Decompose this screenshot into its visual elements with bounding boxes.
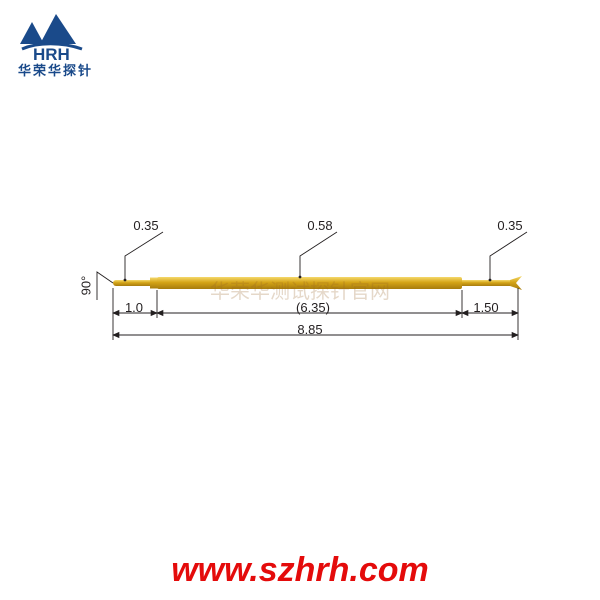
top-leaders: [125, 232, 527, 280]
dim-value: 1.50: [466, 300, 506, 315]
dim-value: 0.35: [490, 218, 530, 233]
dim-value: 1.0: [114, 300, 154, 315]
dim-value: 0.35: [126, 218, 166, 233]
dim-value: (6.35): [293, 300, 333, 315]
probe-body: [113, 276, 522, 290]
website-url: www.szhrh.com: [0, 551, 600, 590]
dim-value: 8.85: [290, 322, 330, 337]
angle-label: 90°: [78, 276, 93, 296]
dim-value: 0.58: [300, 218, 340, 233]
angle-leader: [97, 272, 113, 300]
